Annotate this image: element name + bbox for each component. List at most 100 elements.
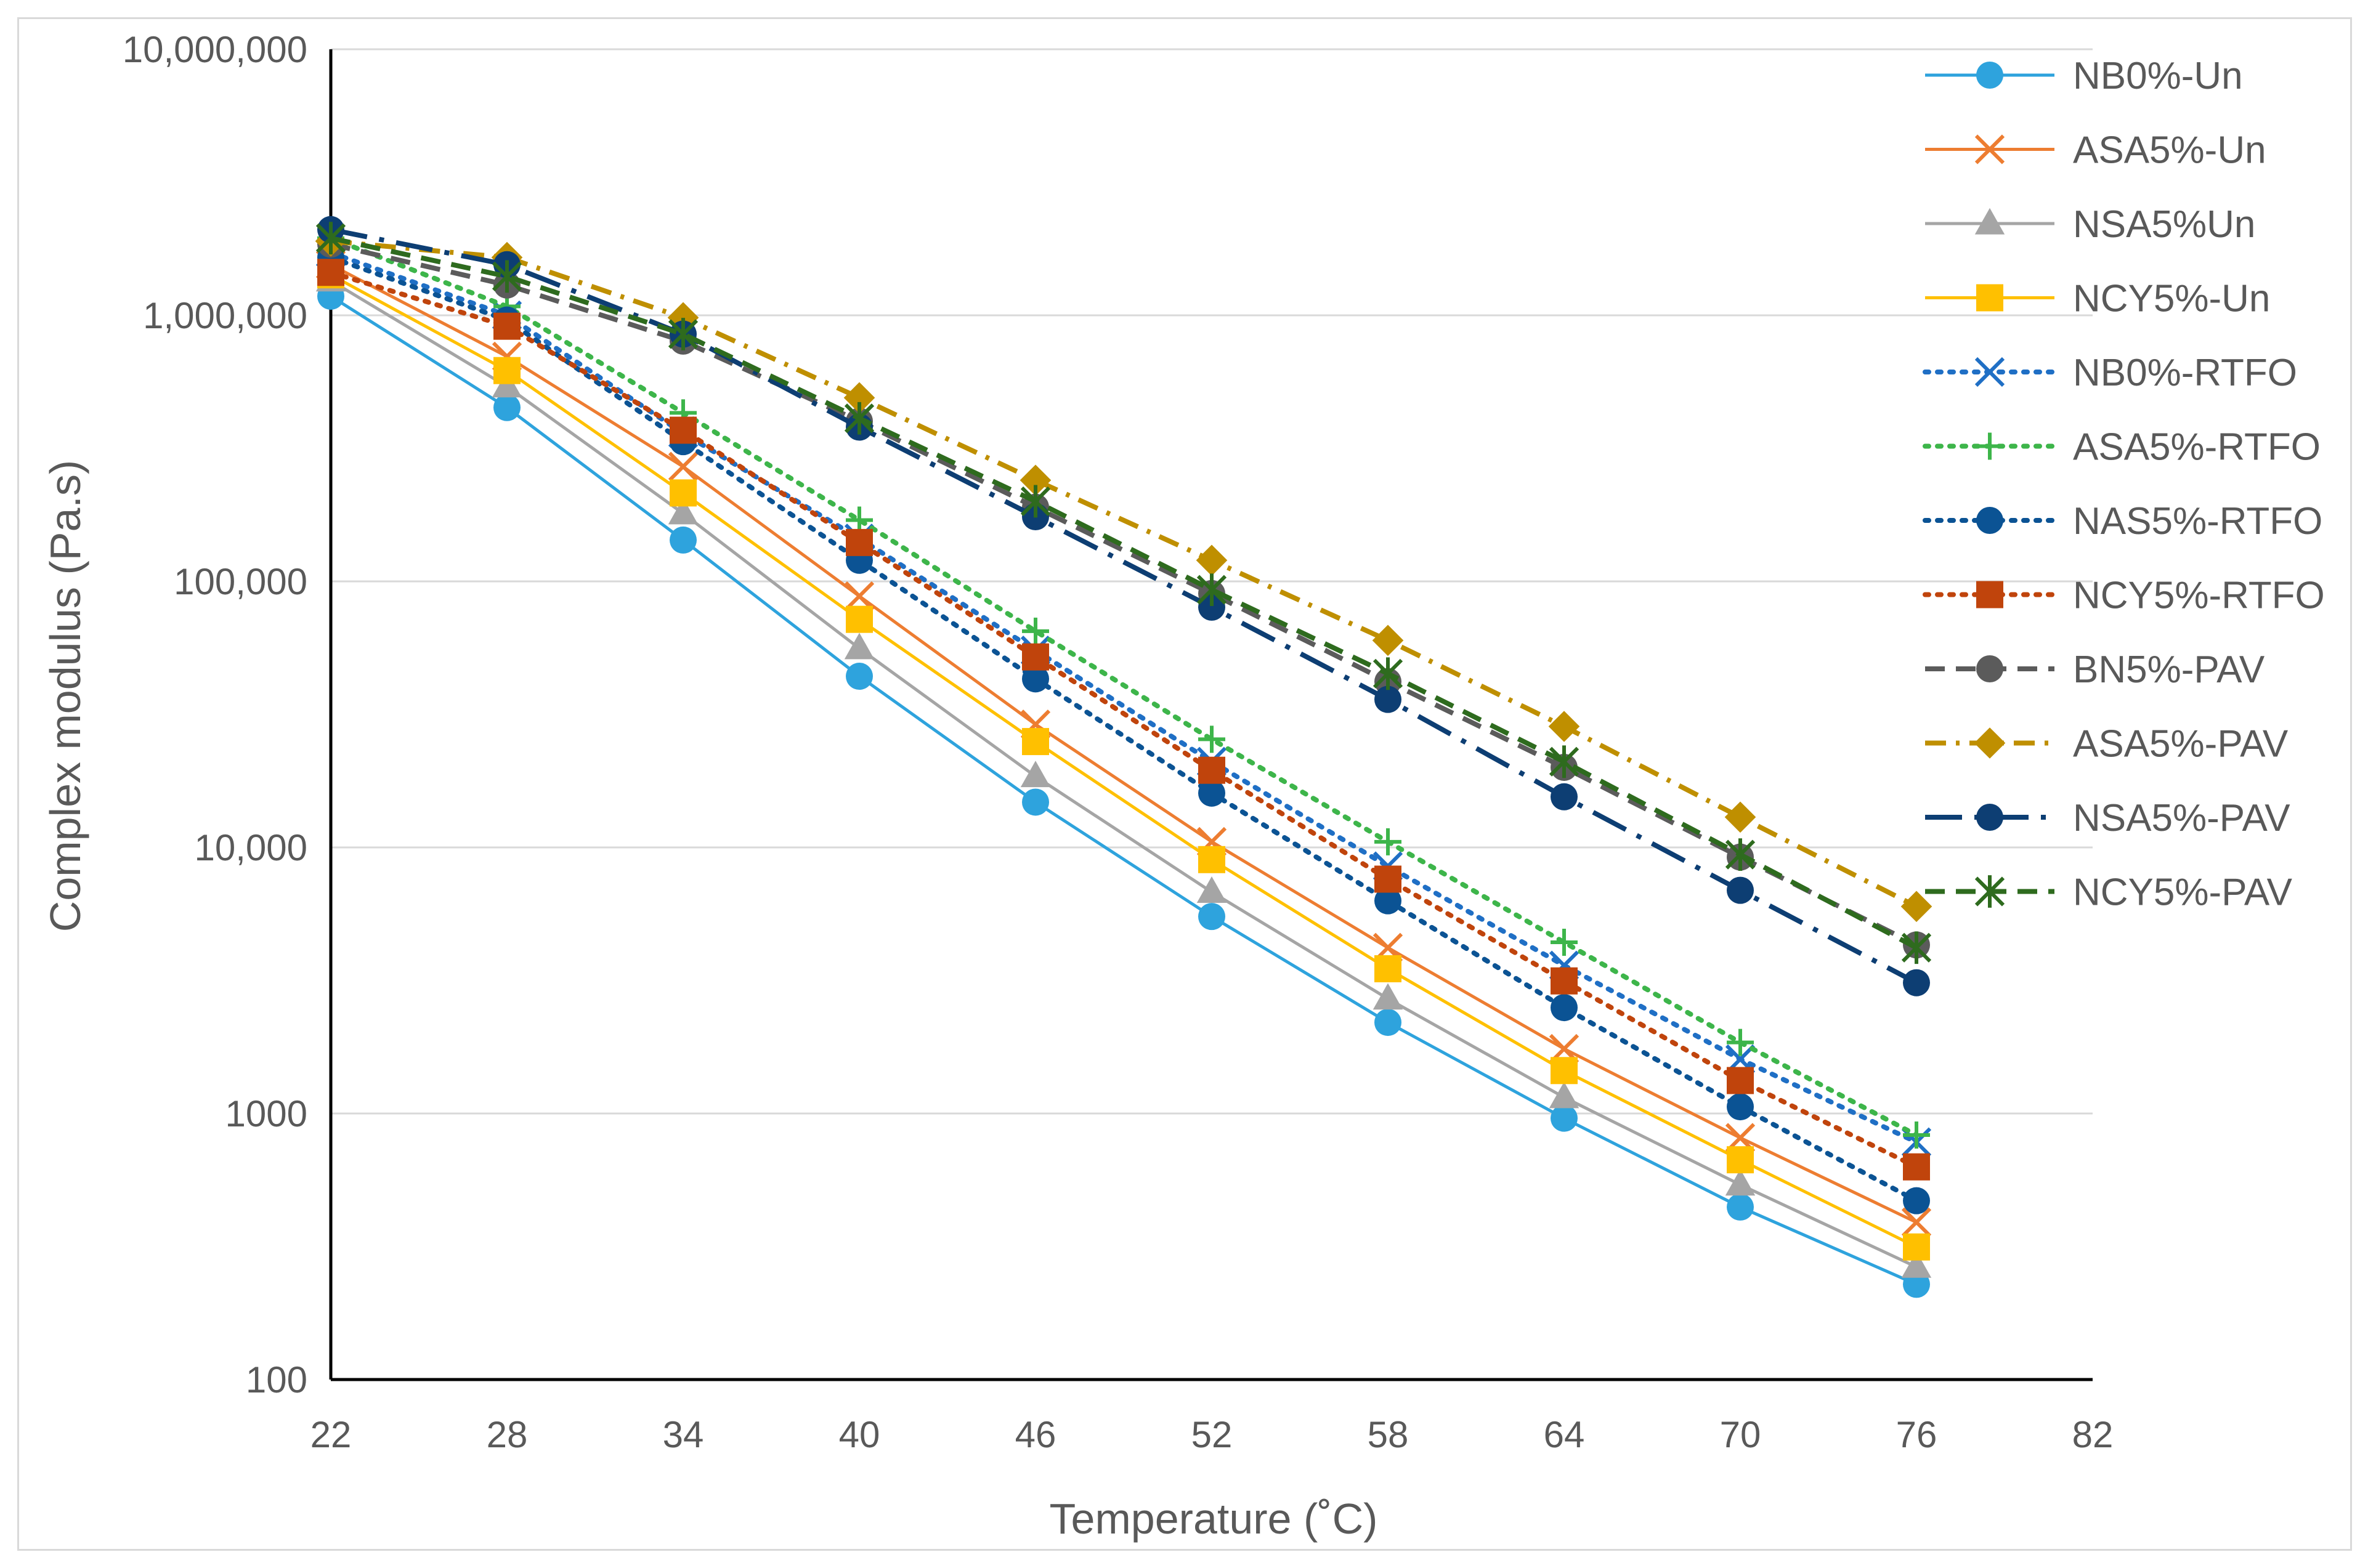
- x-tick-label: 40: [839, 1414, 880, 1455]
- legend-item: NCY5%-PAV: [1925, 871, 2293, 914]
- y-tick-label: 1,000,000: [143, 295, 307, 336]
- legend-marker: [1974, 208, 2005, 235]
- data-point: [670, 526, 697, 554]
- legend-item: NAS5%-RTFO: [1923, 500, 2322, 543]
- data-point: [843, 382, 875, 414]
- data-point: [1551, 994, 1578, 1022]
- legend-label: ASA5%-PAV: [2073, 723, 2289, 766]
- x-tick-label: 82: [2072, 1414, 2114, 1455]
- data-point: [670, 479, 697, 507]
- data-point: [1724, 801, 1756, 833]
- data-point: [1901, 1251, 1932, 1278]
- data-point: [1725, 1169, 1756, 1196]
- data-point: [1196, 544, 1228, 576]
- data-point: [1374, 865, 1401, 893]
- data-point: [1551, 1057, 1578, 1085]
- data-point: [1372, 624, 1404, 657]
- legend-label: NCY5%-RTFO: [2073, 575, 2325, 617]
- x-tick-label: 52: [1191, 1414, 1233, 1455]
- series-line: [330, 294, 1918, 1286]
- data-point: [1374, 1009, 1401, 1037]
- legend-marker: [1976, 804, 2003, 831]
- data-point: [1551, 929, 1578, 956]
- legend-item: NSA5%Un: [1925, 203, 2255, 246]
- legend-label: ASA5%-RTFO: [2073, 426, 2321, 469]
- data-point: [1196, 573, 1227, 607]
- legend-marker: [1974, 727, 2006, 759]
- data-point: [668, 498, 699, 525]
- legend-item: NSA5%-PAV: [1925, 797, 2290, 839]
- data-point: [1373, 657, 1403, 690]
- legend-item: BN5%-PAV: [1925, 649, 2265, 691]
- y-tick-label: 10,000,000: [123, 29, 307, 70]
- data-point: [315, 222, 346, 255]
- legend-marker: [1976, 507, 2003, 534]
- data-point: [1198, 593, 1225, 621]
- data-point: [844, 402, 875, 435]
- x-tick-label: 34: [663, 1414, 704, 1455]
- data-point: [1900, 891, 1932, 923]
- series-ASA5%-Un: [315, 249, 1932, 1237]
- data-point: [1903, 1233, 1930, 1261]
- y-axis-title: Complex modulus (Pa.s): [41, 460, 89, 932]
- series-line: [330, 227, 1918, 985]
- legend-item: NCY5%-RTFO: [1923, 575, 2325, 617]
- data-point: [668, 318, 699, 350]
- data-point: [1903, 1187, 1930, 1214]
- series-line: [330, 263, 1918, 1224]
- data-point: [1374, 828, 1401, 855]
- x-tick-label: 46: [1015, 1414, 1056, 1455]
- legend-label: NCY5%-Un: [2073, 278, 2270, 320]
- data-point: [317, 259, 344, 286]
- x-tick-labels: 22 28 34 40 46 52 58 64 70 76 82: [310, 1414, 2114, 1455]
- y-tick-labels: 100 1000 10,000 100,000 1,000,000 10,000,000: [123, 29, 307, 1400]
- data-point: [1727, 876, 1754, 904]
- data-point: [1198, 779, 1225, 807]
- legend-item: ASA5%-PAV: [1925, 723, 2289, 766]
- data-point: [1022, 788, 1049, 816]
- series-NB0%-RTFO: [315, 238, 1932, 1157]
- data-point: [1725, 838, 1756, 871]
- series-line: [328, 235, 1919, 1138]
- data-point: [1022, 665, 1049, 693]
- legend-label: BN5%-PAV: [2073, 649, 2265, 691]
- data-point: [844, 632, 875, 660]
- legend-label: NCY5%-PAV: [2073, 871, 2293, 914]
- legend-marker: [1974, 875, 2005, 908]
- data-point: [1727, 1193, 1754, 1221]
- x-tick-label: 22: [310, 1414, 352, 1455]
- legend-marker: [1976, 581, 2003, 608]
- legend-marker: [1976, 432, 2003, 460]
- data-point: [492, 371, 522, 398]
- data-point: [1903, 969, 1930, 996]
- data-point: [1198, 725, 1225, 753]
- series-NSA5%-PAV: [317, 216, 1930, 996]
- data-point: [1549, 745, 1579, 778]
- legend-marker: [1974, 357, 2005, 387]
- data-point: [1374, 685, 1401, 713]
- data-point: [1901, 931, 1932, 964]
- legend-label: NAS5%-RTFO: [2073, 500, 2322, 543]
- legend-marker: [1976, 284, 2003, 312]
- legend-item: NB0%-RTFO: [1923, 352, 2297, 394]
- data-point: [670, 416, 697, 444]
- series-line: [330, 241, 1918, 947]
- data-point: [668, 451, 699, 482]
- data-point: [493, 394, 521, 421]
- legend-label: ASA5%-Un: [2073, 129, 2266, 172]
- data-point: [1549, 1081, 1579, 1109]
- data-point: [1022, 643, 1049, 671]
- data-point: [493, 357, 521, 384]
- data-point: [1551, 967, 1578, 995]
- legend-label: NSA5%-PAV: [2073, 797, 2290, 839]
- data-point: [846, 663, 873, 690]
- data-point: [1374, 955, 1401, 982]
- data-point: [1198, 846, 1225, 873]
- data-point: [492, 260, 522, 293]
- plot-area: [315, 216, 1932, 1298]
- data-point: [1903, 1121, 1930, 1149]
- data-point: [1903, 1153, 1930, 1181]
- legend-item: NCY5%-Un: [1925, 278, 2270, 320]
- x-axis-title: Temperature (˚C): [1050, 1495, 1378, 1543]
- series-NCY5%-Un: [317, 261, 1930, 1261]
